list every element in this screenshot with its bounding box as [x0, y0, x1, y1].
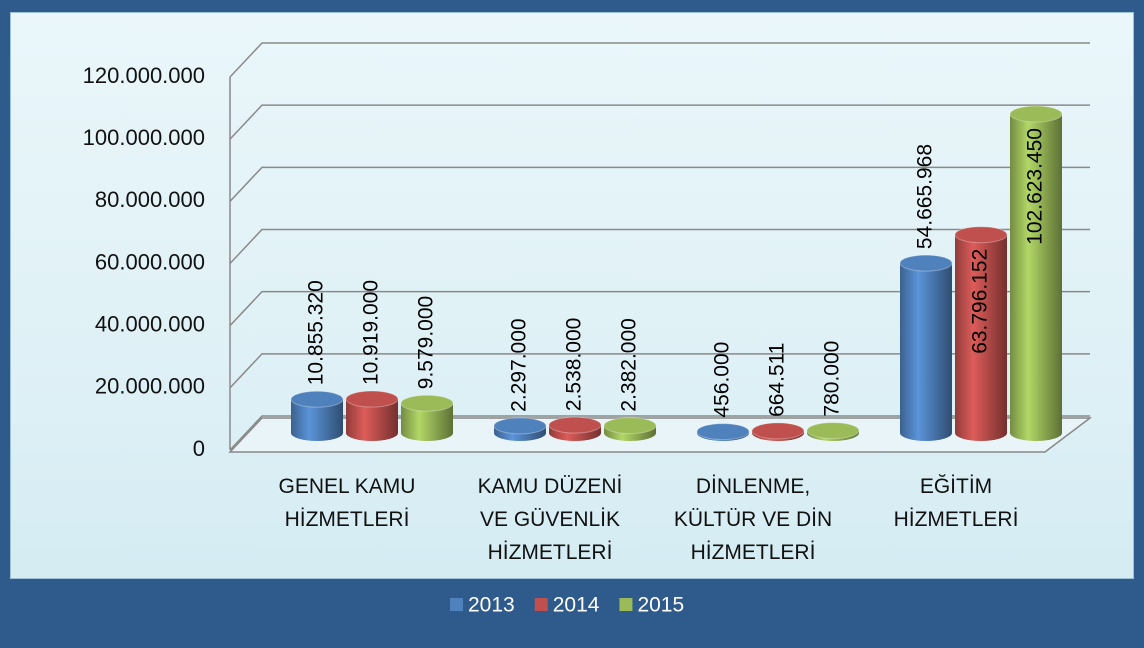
value-label: 664.511: [766, 343, 789, 417]
bar-top: [345, 390, 399, 408]
grid-line: [229, 353, 1090, 389]
value-label: 2.538.000: [563, 318, 586, 411]
grid-line: [229, 104, 1090, 140]
legend-swatch: [619, 598, 633, 611]
y-tick-label: 80.000.000: [95, 187, 205, 212]
y-tick-label: 100.000.000: [83, 125, 205, 150]
legend-label: 2015: [637, 594, 684, 617]
legend-label: 2014: [553, 594, 600, 617]
value-label: 2.297.000: [508, 318, 531, 411]
y-tick-label: 120.000.000: [83, 63, 205, 88]
value-label: 54.665.968: [914, 144, 937, 249]
value-label: 780.000: [821, 341, 844, 417]
bar: [401, 403, 453, 441]
bar-top: [400, 394, 454, 412]
bar-top: [1009, 105, 1063, 123]
bar: [900, 263, 952, 441]
legend-label: 2013: [468, 594, 515, 617]
bar-top: [290, 390, 344, 408]
grid-line: [229, 290, 1090, 327]
value-label: 456.000: [711, 342, 734, 418]
legend-swatch: [450, 598, 463, 611]
bar-top: [548, 416, 602, 434]
value-label: 10.855.320: [305, 280, 328, 385]
y-tick-label: 20.000.000: [95, 374, 205, 399]
bar-top: [806, 422, 860, 440]
bar-top: [603, 417, 657, 435]
x-tick-label: GENEL KAMU HİZMETLERİ: [278, 475, 416, 531]
bar-top: [954, 226, 1008, 244]
y-tick-label: 40.000.000: [95, 311, 205, 336]
grid-line: [229, 166, 1090, 202]
bar-top: [493, 417, 547, 435]
value-label: 102.623.450: [1024, 128, 1047, 245]
x-tick-label: EĞİTİM HİZMETLERİ: [893, 475, 1019, 531]
grid-line: [229, 415, 1090, 451]
grid-line: [229, 42, 1090, 78]
x-tick-label: DİNLENME, KÜLTÜR VE DİN HİZMETLERİ: [673, 475, 833, 564]
y-tick-label: 60.000.000: [95, 249, 205, 274]
bar: [955, 234, 1007, 441]
bar: [1010, 114, 1062, 441]
value-label: 10.919.000: [360, 280, 383, 385]
grid-line: [229, 228, 1090, 265]
y-tick-label: 0: [193, 436, 205, 461]
bar-top: [751, 422, 805, 440]
value-label: 63.796.152: [969, 249, 992, 354]
value-label: 9.579.000: [415, 296, 438, 389]
value-label: 2.382.000: [618, 318, 641, 411]
bar: [291, 399, 343, 441]
legend-swatch: [534, 598, 548, 611]
bar-top: [899, 254, 953, 272]
bar-top: [696, 423, 750, 441]
x-tick-label: KAMU DÜZENİ VE GÜVENLİK HİZMETLERİ: [477, 475, 623, 564]
bar: [346, 399, 398, 441]
